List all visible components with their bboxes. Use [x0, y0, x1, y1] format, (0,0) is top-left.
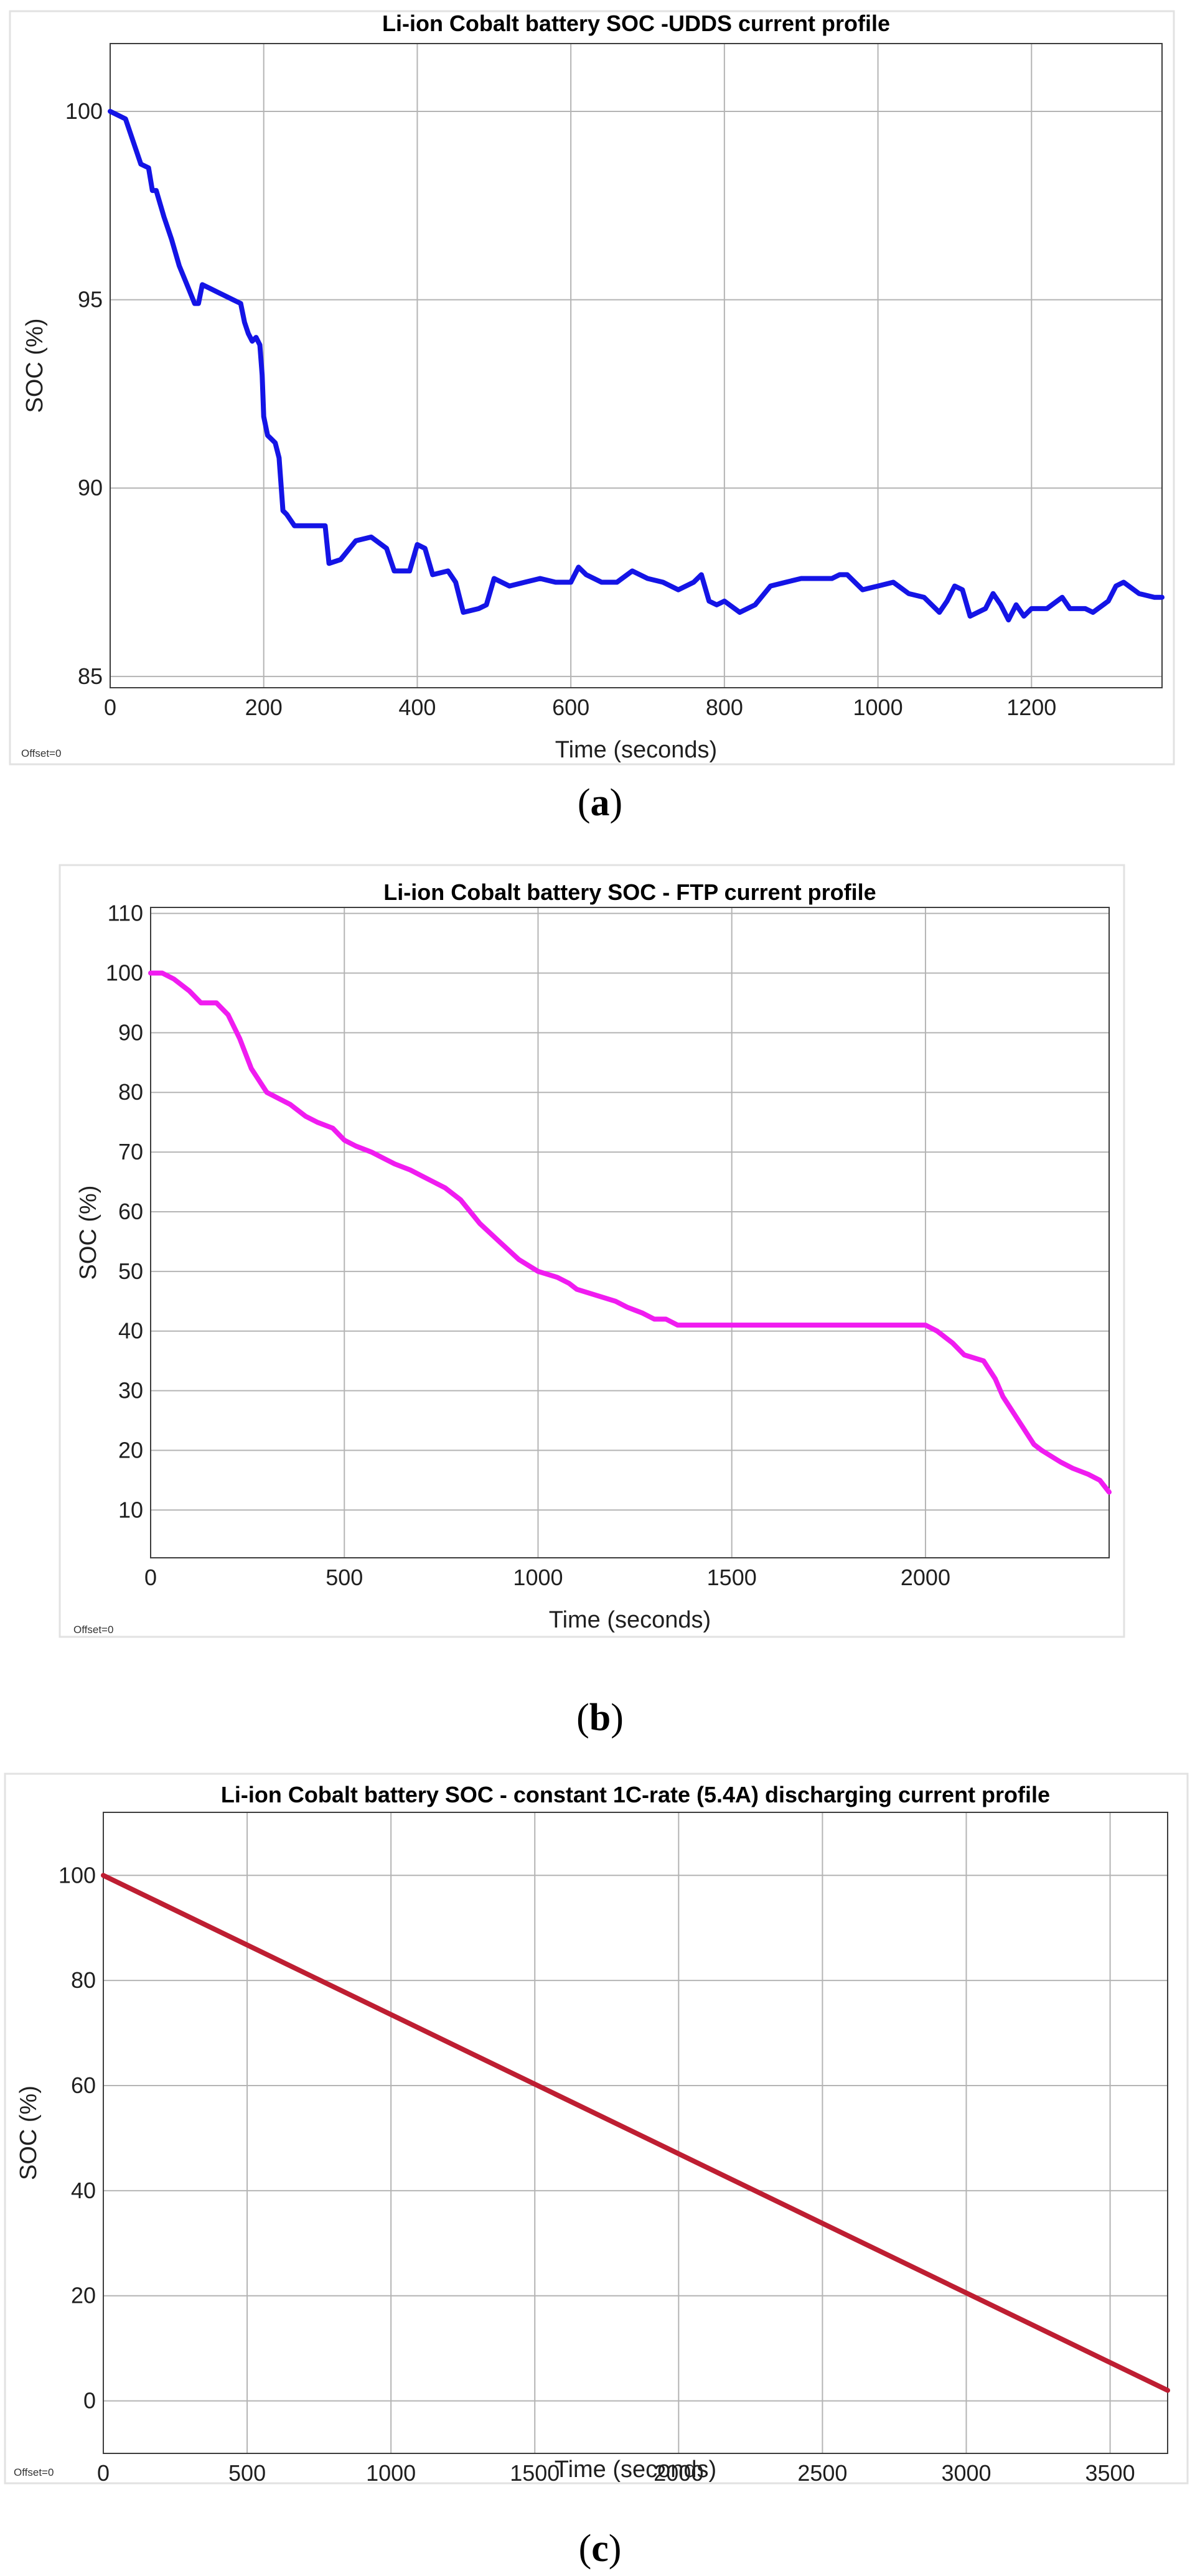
chart-c-y-tick-label: 80 [71, 1967, 96, 1993]
chart-a-caption: (a) [578, 782, 622, 824]
chart-b-title: Li-ion Cobalt battery SOC - FTP current … [383, 879, 876, 905]
chart-a-x-tick-label: 600 [552, 695, 589, 720]
chart-b-offset-note: Offset=0 [73, 1624, 113, 1636]
chart-a-offset-note: Offset=0 [21, 747, 61, 759]
chart-c-series-line [101, 1873, 1170, 2393]
chart-b-y-tick-label: 80 [118, 1079, 143, 1105]
chart-b-x-tick-label: 0 [144, 1565, 157, 1590]
chart-panel-a: 0 200 400 600 800 1000 1200 85 90 95 100 Li-ion Cob… [0, 0, 1200, 834]
chart-panel-c: 0 500 1000 1500 2000 2500 3000 3500 0 20 40 60 80 100… [0, 1755, 1200, 2576]
chart-a-x-tick-label: 1000 [853, 695, 903, 720]
chart-c-x-tick-label: 1500 [510, 2460, 560, 2486]
chart-panel-b: 0 500 1000 1500 2000 10 20 30 40 50 60 70 80 90 100 110… [0, 834, 1200, 1755]
chart-b-x-tick-label: 2000 [901, 1565, 950, 1590]
chart-a-caption-close: ) [610, 782, 623, 824]
chart-a-svg: 0 200 400 600 800 1000 1200 85 90 95 100 Li-ion Cob… [9, 10, 1175, 824]
chart-b-caption: (b) [576, 1697, 624, 1739]
chart-a-y-tick-label: 90 [78, 475, 103, 500]
chart-c-x-tick-label: 2500 [797, 2460, 847, 2486]
chart-b-caption-letter: b [589, 1697, 611, 1739]
chart-c-x-tick-label: 3000 [941, 2460, 991, 2486]
chart-b-svg: 0 500 1000 1500 2000 10 20 30 40 50 60 70 80 90 100 110… [59, 864, 1125, 1739]
chart-c-y-axis-label: SOC (%) [16, 2086, 42, 2180]
chart-b-x-tick-label: 500 [326, 1565, 363, 1590]
chart-a-y-tick-label: 100 [65, 98, 103, 124]
chart-b-x-tick-label: 1500 [707, 1565, 757, 1590]
chart-c-y-tick-label: 0 [83, 2388, 96, 2414]
chart-c-plot-border [103, 1812, 1168, 2454]
chart-c-x-tick-label: 500 [228, 2460, 266, 2486]
chart-c-y-tick-label: 100 [59, 1862, 96, 1888]
chart-a-series-line [108, 108, 1165, 623]
chart-c-y-tick-label: 40 [71, 2178, 96, 2203]
chart-b-plot-border [150, 907, 1110, 1558]
chart-c-x-tick-label: 1000 [366, 2460, 416, 2486]
chart-a-x-tick-label: 1200 [1006, 695, 1056, 720]
chart-b-series-line [148, 970, 1112, 1495]
chart-c-x-tick-label: 3500 [1085, 2460, 1135, 2486]
chart-b-y-tick-label: 60 [118, 1199, 143, 1224]
chart-b-y-axis-label: SOC (%) [75, 1186, 101, 1280]
chart-a-x-tick-label: 0 [104, 695, 116, 720]
chart-c-x-axis-label: Time (seconds) [555, 2457, 716, 2483]
chart-c-caption-letter: c [591, 2527, 609, 2570]
chart-b-plot-area [150, 907, 1110, 1558]
chart-b-y-tick-label: 110 [108, 901, 143, 926]
chart-b-y-tick-label: 10 [118, 1497, 143, 1522]
chart-b-caption-close: ) [611, 1697, 624, 1739]
chart-a-x-tick-label: 800 [706, 695, 743, 720]
chart-a-caption-letter: a [591, 782, 610, 824]
chart-a-x-tick-label: 400 [398, 695, 436, 720]
chart-c-x-tick-label: 2000 [654, 2460, 703, 2486]
chart-b-y-tick-label: 20 [118, 1437, 143, 1463]
chart-c-svg: 0 500 1000 1500 2000 2500 3000 3500 0 20 40 60 80 100… [4, 1773, 1189, 2570]
chart-b-x-tick-label: 1000 [513, 1565, 563, 1590]
chart-a-plot-area [110, 43, 1163, 688]
chart-c-caption-close: ) [609, 2527, 622, 2570]
chart-c-caption-open: ( [579, 2527, 592, 2570]
chart-b-x-axis-label: Time (seconds) [549, 1607, 711, 1633]
chart-c-offset-note: Offset=0 [14, 2466, 54, 2478]
chart-a-x-axis-label: Time (seconds) [555, 737, 717, 763]
chart-c-caption: (c) [579, 2527, 622, 2570]
chart-a-y-tick-label: 85 [78, 663, 103, 689]
chart-c-x-tick-label: 0 [97, 2460, 110, 2486]
chart-c-y-tick-label: 20 [71, 2283, 96, 2308]
chart-b-y-tick-label: 90 [118, 1019, 143, 1045]
chart-b-y-tick-label: 30 [118, 1378, 143, 1403]
chart-a-y-axis-label: SOC (%) [22, 319, 48, 413]
chart-a-y-tick-label: 95 [78, 287, 103, 312]
chart-c-title: Li-ion Cobalt battery SOC - constant 1C-… [221, 1782, 1050, 1807]
chart-b-y-tick-label: 100 [106, 960, 143, 985]
chart-a-plot-border [110, 43, 1163, 688]
chart-b-caption-open: ( [576, 1697, 589, 1739]
chart-a-x-tick-label: 200 [245, 695, 283, 720]
chart-a-title: Li-ion Cobalt battery SOC -UDDS current … [382, 11, 890, 36]
chart-b-y-tick-label: 70 [118, 1139, 143, 1164]
chart-b-y-tick-label: 40 [118, 1318, 143, 1344]
chart-a-caption-open: ( [578, 782, 591, 824]
chart-c-y-tick-label: 60 [71, 2073, 96, 2098]
chart-b-y-tick-label: 50 [118, 1258, 143, 1284]
